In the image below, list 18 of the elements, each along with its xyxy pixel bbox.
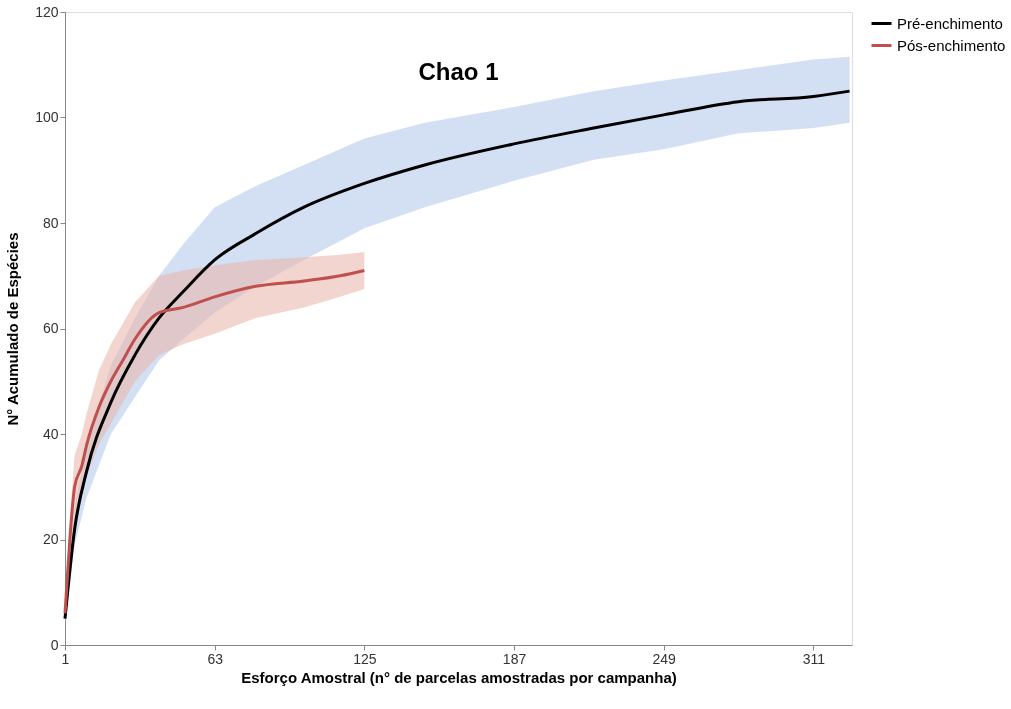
x-tick-label: 63 bbox=[207, 650, 224, 667]
y-tick-label: 40 bbox=[42, 425, 59, 442]
y-tick-label: 20 bbox=[42, 531, 59, 547]
y-tick-label: 80 bbox=[42, 214, 59, 231]
x-tick-label: 187 bbox=[502, 650, 527, 667]
y-tick-label: 100 bbox=[35, 109, 59, 125]
legend-label: Pré-enchimento bbox=[897, 14, 1003, 32]
x-tick-label: 125 bbox=[353, 650, 377, 667]
x-tick-label: 1 bbox=[61, 650, 70, 667]
y-tick-label: 60 bbox=[42, 320, 59, 336]
y-tick-label: 0 bbox=[50, 636, 59, 653]
x-tick-label: 249 bbox=[652, 650, 677, 667]
y-tick-label: 120 bbox=[35, 3, 59, 20]
x-axis-title: Esforço Amostral (n° de parcelas amostradas por campanha) bbox=[241, 668, 677, 686]
text: Chao 1 bbox=[418, 58, 499, 85]
legend-label: Pós-enchimento bbox=[897, 36, 1006, 54]
x-tick-label: 311 bbox=[802, 650, 826, 667]
y-axis-title: N° Acumulado de Espécies bbox=[4, 232, 22, 426]
